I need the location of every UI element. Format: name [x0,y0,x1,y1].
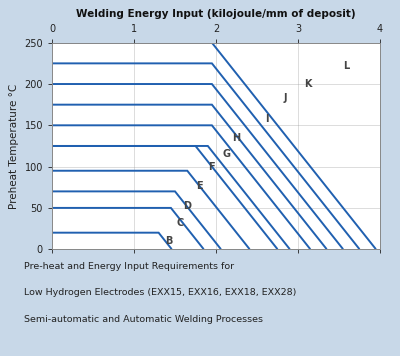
Text: Semi-automatic and Automatic Welding Processes: Semi-automatic and Automatic Welding Pro… [24,315,263,324]
Text: Pre-heat and Energy Input Requirements for: Pre-heat and Energy Input Requirements f… [24,262,234,271]
Text: G: G [222,149,230,159]
Text: K: K [304,79,312,89]
Text: E: E [196,182,203,192]
Text: H: H [232,133,240,143]
X-axis label: Welding Energy Input (kilojoule/mm of deposit): Welding Energy Input (kilojoule/mm of de… [76,9,356,19]
Text: Low Hydrogen Electrodes (EXX15, EXX16, EXX18, EXX28): Low Hydrogen Electrodes (EXX15, EXX16, E… [24,288,296,297]
Text: B: B [165,236,172,246]
Y-axis label: Preheat Temperature °C: Preheat Temperature °C [9,83,19,209]
Text: C: C [177,218,184,228]
Text: I: I [265,114,269,124]
Text: L: L [343,61,349,71]
Text: J: J [283,93,287,103]
Text: D: D [183,201,191,211]
Text: F: F [208,162,214,172]
